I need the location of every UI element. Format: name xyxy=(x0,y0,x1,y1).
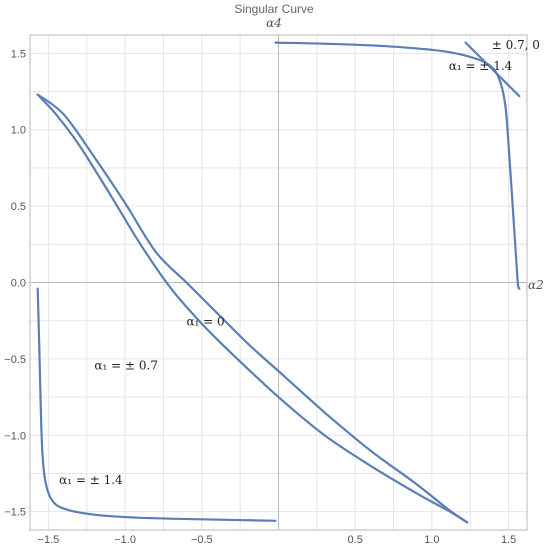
y-tick-label: −1.0 xyxy=(4,430,26,442)
curve-annotation: ± 0.7, 0 xyxy=(492,38,540,52)
curve-series-4 xyxy=(464,41,521,98)
y-axis-label: α4 xyxy=(266,16,282,30)
y-tick-label: 0.0 xyxy=(11,278,26,290)
y-tick-label: −0.5 xyxy=(4,354,26,366)
x-tick-label: −0.5 xyxy=(191,534,213,546)
x-tick-label: −1.5 xyxy=(38,534,60,546)
x-tick-label: 1.0 xyxy=(424,534,439,546)
axes xyxy=(29,34,528,531)
x-tick-label: 1.5 xyxy=(501,534,516,546)
curve-series xyxy=(36,41,521,524)
curve-series-2 xyxy=(36,93,469,524)
tick-labels: −1.5 −1.0 −0.5 0.5 1.0 1.5 1.5 1.0 0.5 0.0 −0.5 −1.… xyxy=(4,48,516,546)
y-tick-label: 0.5 xyxy=(11,201,26,213)
chart-title: Singular Curve xyxy=(234,2,314,16)
curve-annotations: α₁ = 0 α₁ = ± 0.7 α₁ = ± 1.4 α₁ = ± 1.4 ± 0.… xyxy=(59,38,540,487)
curve-annotation: α₁ = ± 1.4 xyxy=(449,59,513,73)
curve-annotation: α₁ = ± 0.7 xyxy=(94,359,158,373)
y-tick-label: 1.5 xyxy=(11,48,26,60)
y-tick-label: −1.5 xyxy=(4,507,26,519)
curve-annotation: α₁ = 0 xyxy=(186,314,224,328)
x-axis-label: α2 xyxy=(528,278,544,292)
x-tick-label: −1.0 xyxy=(114,534,136,546)
curve-annotation: α₁ = ± 1.4 xyxy=(59,473,123,487)
x-tick-label: 0.5 xyxy=(348,534,363,546)
y-tick-label: 1.0 xyxy=(11,125,26,137)
curve-series-3 xyxy=(274,41,521,290)
curve-series-5 xyxy=(36,287,277,522)
curve-series-1 xyxy=(36,93,469,524)
